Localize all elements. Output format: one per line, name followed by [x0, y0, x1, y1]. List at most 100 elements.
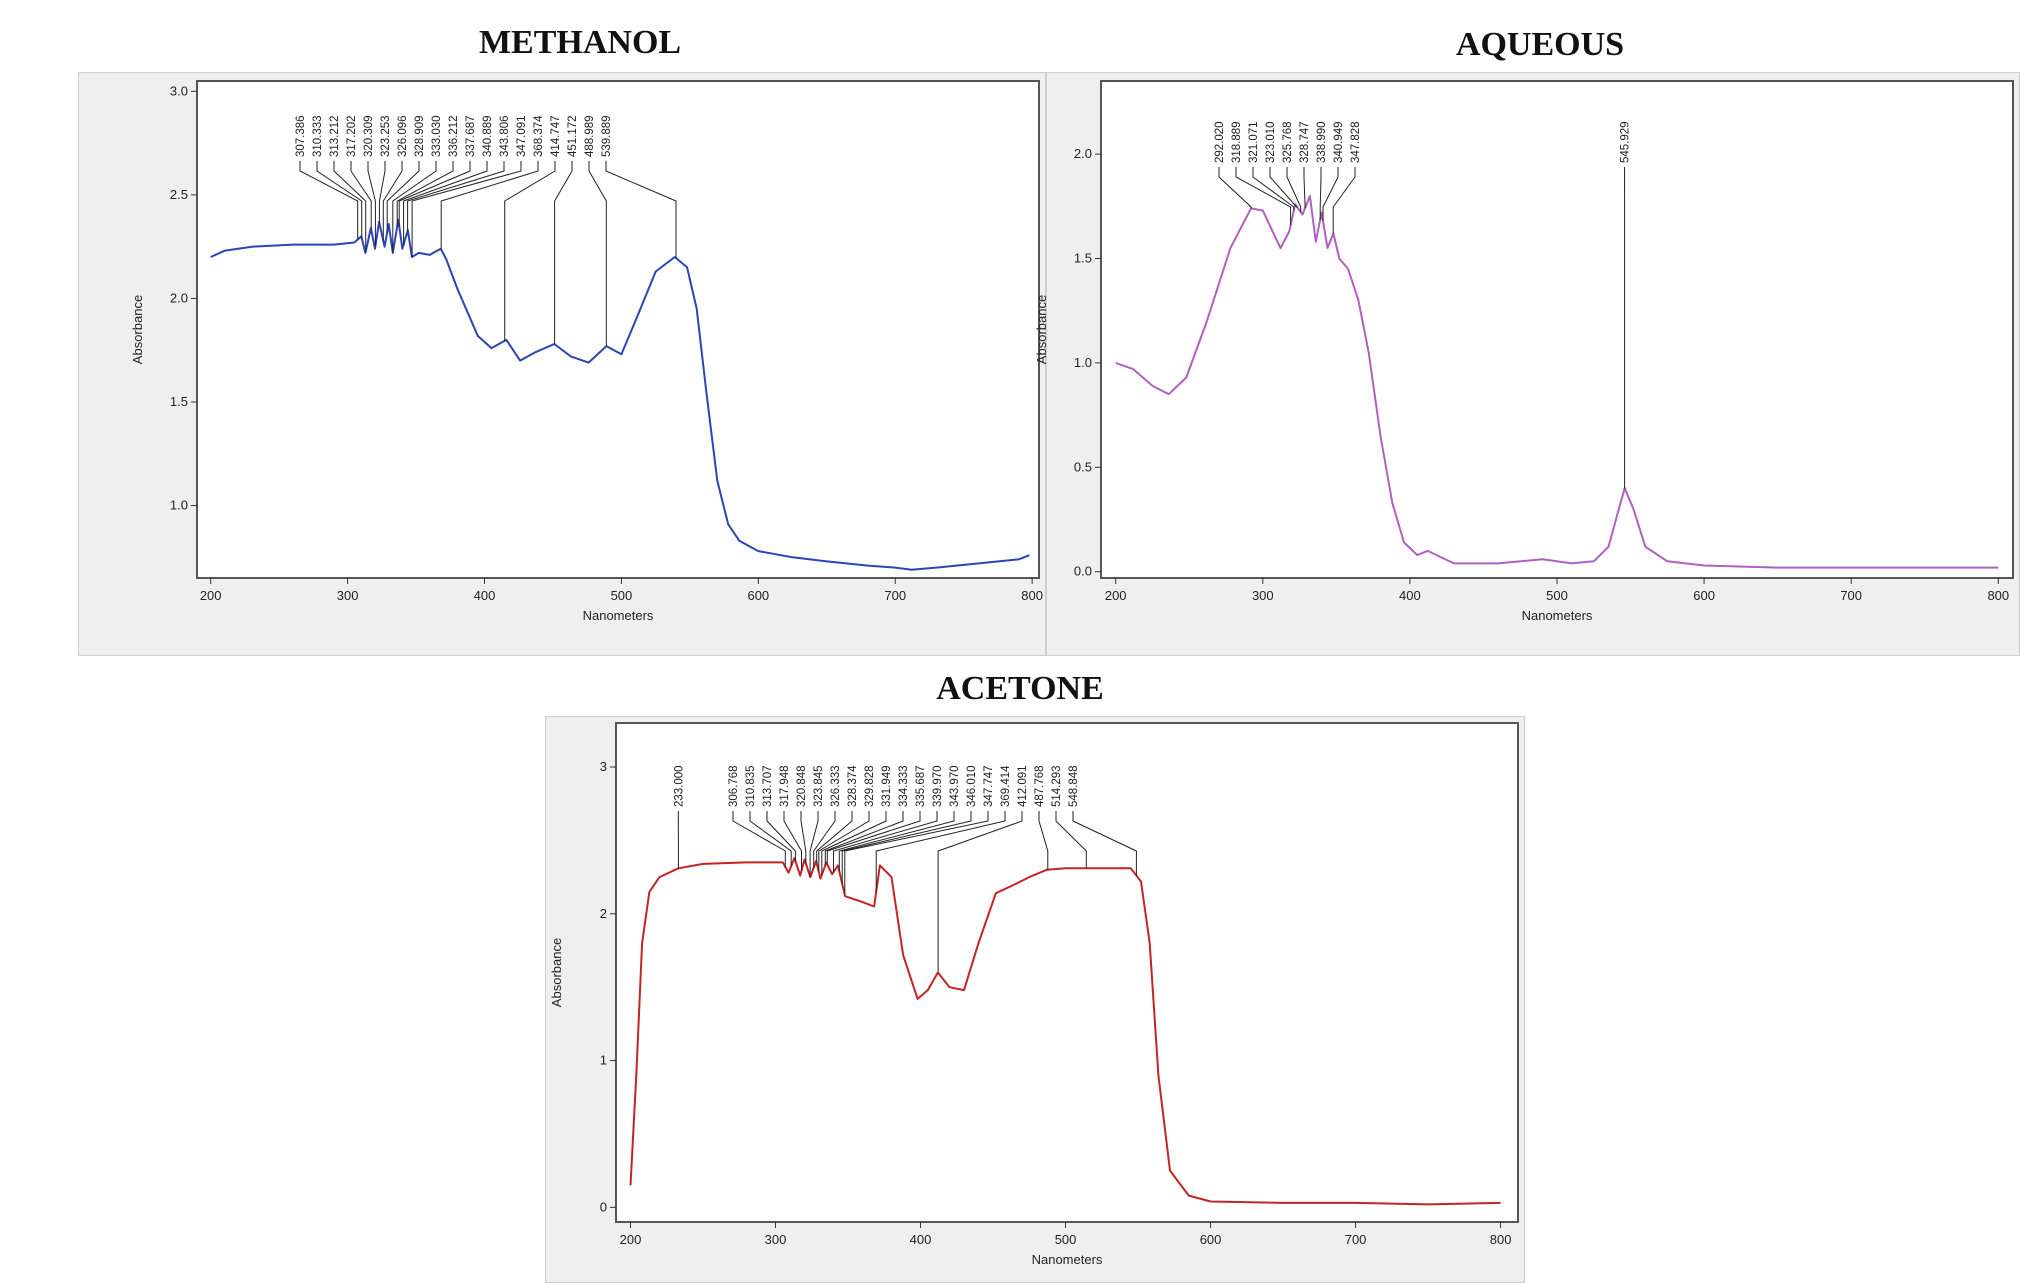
acetone-peak-marker [800, 811, 807, 864]
acetone-peak-marker [875, 811, 1006, 892]
acetone-peak-marker [1072, 811, 1137, 876]
methanol-x-tick-label: 400 [474, 588, 496, 603]
methanol-y-axis-label: Absorbance [130, 295, 145, 364]
aqueous-x-tick-label: 300 [1252, 588, 1274, 603]
acetone-peak-marker [1055, 811, 1087, 869]
acetone-x-tick-label: 800 [1490, 1232, 1512, 1247]
methanol-peak-marker [403, 161, 488, 245]
methanol-peak-label: 488.989 [584, 115, 596, 157]
methanol-peak-marker [386, 161, 420, 233]
aqueous-peak-label: 325.768 [1282, 121, 1294, 163]
acetone-y-tick-label: 1 [600, 1053, 607, 1068]
methanol-chart-title: METHANOL [478, 24, 682, 61]
aqueous-peak-marker [1332, 167, 1356, 235]
acetone-peak-marker [749, 811, 792, 866]
acetone-peak-marker [809, 811, 819, 877]
acetone-x-tick-label: 700 [1345, 1232, 1367, 1247]
acetone-peak-marker [824, 811, 904, 866]
acetone-chart-title: ACETONE [936, 670, 1104, 707]
acetone-y-tick-label: 3 [600, 759, 607, 774]
methanol-peak-marker [392, 161, 437, 253]
aqueous-series-line [1115, 194, 1999, 569]
methanol-peak-marker [316, 161, 363, 239]
acetone-peak-marker [937, 811, 1023, 973]
methanol-peak-marker [411, 161, 522, 257]
acetone-peak-marker [838, 811, 955, 872]
aqueous-y-tick-label: 2.0 [1074, 146, 1092, 161]
aqueous-peak-marker [1319, 167, 1322, 220]
acetone-y-axis-label: Absorbance [549, 938, 564, 1007]
aqueous-chart: 0.0 0.5 1.0 1.5 2.0 200 300 400 500 600 700 800 Nano… [1034, 80, 2014, 623]
methanol-y-tick-label: 2.0 [170, 290, 188, 305]
acetone-peak-label: 335.687 [915, 765, 927, 807]
methanol-x-tick-label: 700 [884, 588, 906, 603]
aqueous-peak-label: 340.949 [1333, 121, 1345, 163]
acetone-peak-label: 313.707 [762, 765, 774, 807]
methanol-x-tick-label: 300 [337, 588, 359, 603]
acetone-peak-label: 310.835 [745, 765, 757, 807]
acetone-peak-label: 323.845 [813, 765, 825, 807]
aqueous-chart-title: AQUEOUS [1455, 26, 1625, 63]
aqueous-x-tick-label: 800 [1987, 588, 2009, 603]
aqueous-x-tick-label: 700 [1840, 588, 1862, 603]
methanol-series-line [210, 218, 1030, 571]
methanol-peak-marker [504, 161, 556, 341]
methanol-peak-marker [398, 161, 471, 227]
methanol-chart: 1.0 1.5 2.0 2.5 3.0 200 300 400 500 600 700 800 Nano… [130, 80, 1043, 623]
methanol-peak-label: 347.091 [516, 115, 528, 157]
methanol-peak-marker [367, 161, 376, 246]
aqueous-chart-panel: 0.0 0.5 1.0 1.5 2.0 200 300 400 500 600 700 800 Nano… [1034, 72, 2020, 656]
acetone-peak-label: 233.000 [673, 765, 685, 807]
acetone-peak-marker [816, 811, 853, 864]
aqueous-peak-label: 323.010 [1265, 121, 1277, 163]
acetone-peak-marker [818, 811, 870, 872]
aqueous-peak-marker [1303, 167, 1306, 209]
aqueous-peak-marker [1218, 167, 1252, 209]
methanol-peak-marker [396, 161, 454, 227]
aqueous-peak-marker [1286, 167, 1302, 213]
methanol-y-tick-label: 1.0 [170, 498, 188, 513]
aqueous-peak-label: 338.990 [1316, 121, 1328, 163]
aqueous-y-axis-label: Absorbance [1034, 295, 1049, 364]
methanol-peak-label: 343.806 [499, 115, 511, 157]
methanol-plot-area [196, 80, 1040, 579]
acetone-peak-label: 487.768 [1034, 765, 1046, 807]
methanol-y-tick-label: 1.5 [170, 394, 188, 409]
methanol-peak-label: 539.889 [601, 115, 613, 157]
aqueous-x-tick-label: 400 [1399, 588, 1421, 603]
aqueous-peak-marker [1269, 167, 1298, 209]
aqueous-peak-label: 328.747 [1299, 121, 1311, 163]
methanol-peak-marker [554, 161, 573, 345]
aqueous-y-tick-label: 0.5 [1074, 459, 1092, 474]
methanol-peak-label: 337.687 [465, 115, 477, 157]
aqueous-peak-label: 318.889 [1231, 121, 1243, 163]
aqueous-x-tick-label: 200 [1105, 588, 1127, 603]
acetone-peak-marker [783, 811, 802, 871]
acetone-peak-label: 369.414 [1000, 765, 1012, 807]
acetone-peak-label: 326.333 [830, 765, 842, 807]
aqueous-peak-marker [1235, 167, 1292, 226]
aqueous-y-tick-label: 0.0 [1074, 564, 1092, 579]
methanol-x-tick-label: 600 [747, 588, 769, 603]
methanol-peak-label: 328.909 [414, 115, 426, 157]
aqueous-peak-label: 292.020 [1214, 121, 1226, 163]
aqueous-peak-marker [1322, 167, 1339, 221]
acetone-peak-marker [732, 811, 786, 867]
acetone-peak-label: 339.970 [932, 765, 944, 807]
acetone-peak-label: 329.828 [864, 765, 876, 807]
acetone-peak-label: 514.293 [1051, 765, 1063, 807]
methanol-peak-label: 414.747 [550, 115, 562, 157]
methanol-peak-label: 451.172 [567, 115, 579, 157]
methanol-peak-label: 323.253 [380, 115, 392, 157]
methanol-peak-marker [333, 161, 367, 252]
acetone-chart-panel: 0 1 2 3 200 300 400 500 600 700 800 Nanometers Absor… [545, 716, 1525, 1283]
methanol-chart-panel: 1.0 1.5 2.0 2.5 3.0 200 300 400 500 600 700 800 Nano… [78, 72, 1046, 656]
methanol-peak-label: 307.386 [295, 115, 307, 157]
aqueous-peak-label: 545.929 [1620, 121, 1632, 163]
methanol-peak-marker [382, 161, 403, 242]
acetone-x-tick-label: 200 [620, 1232, 642, 1247]
acetone-x-tick-label: 600 [1200, 1232, 1222, 1247]
methanol-x-tick-label: 500 [611, 588, 633, 603]
methanol-peak-label: 326.096 [397, 115, 409, 157]
acetone-y-tick-label: 2 [600, 906, 607, 921]
